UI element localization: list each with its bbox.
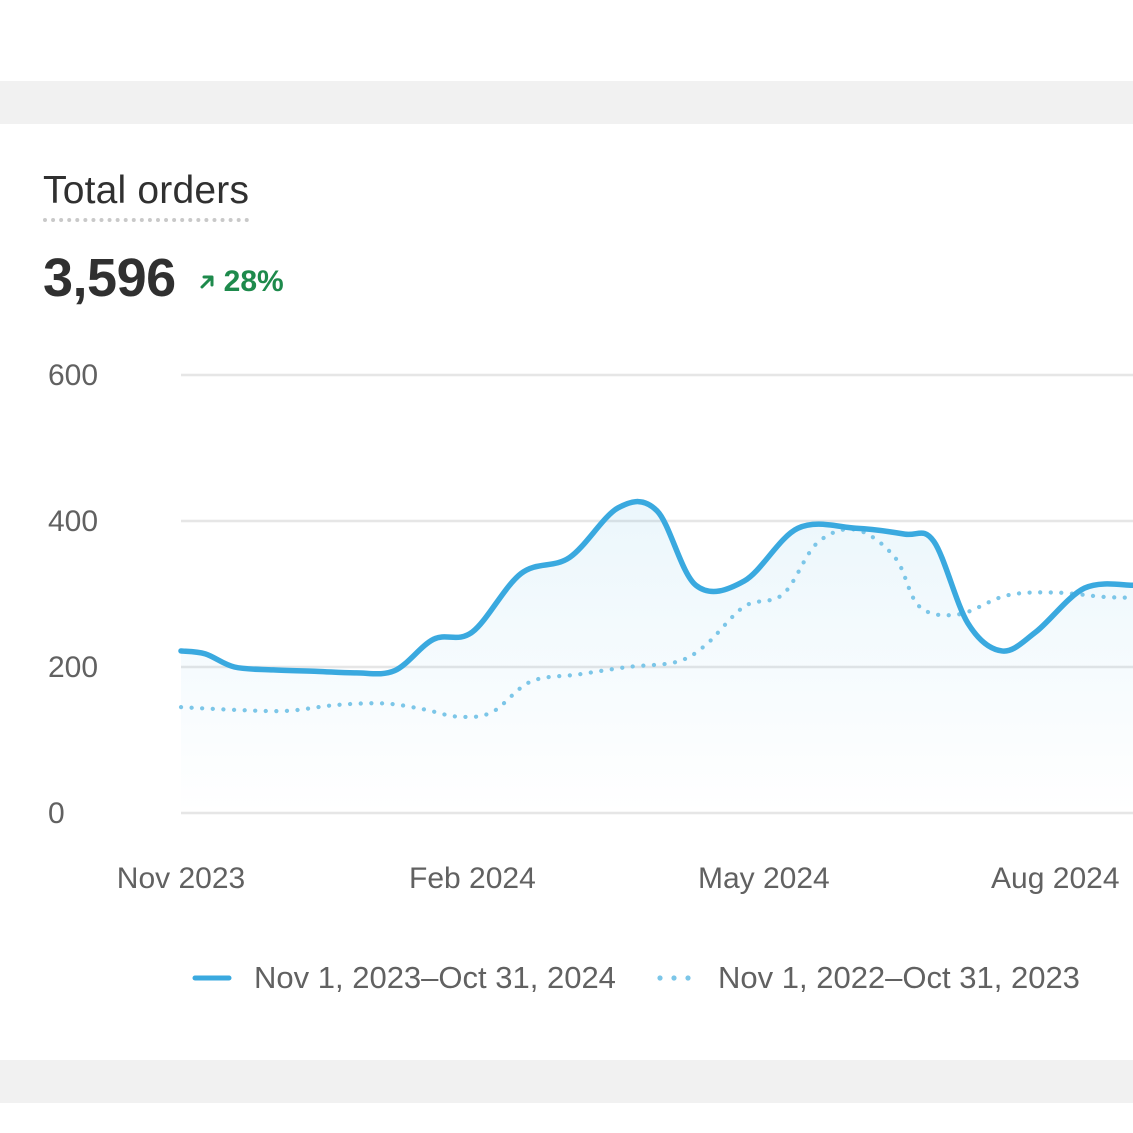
total-orders-value: 3,596 xyxy=(43,248,176,308)
change-percent: 28% xyxy=(223,265,284,298)
series-line-current-period xyxy=(178,498,1133,677)
y-tick-label: 400 xyxy=(48,505,98,538)
legend-label-current: Nov 1, 2023–Oct 31, 2024 xyxy=(254,960,616,995)
series-layer xyxy=(178,498,1133,720)
legend-item-current[interactable]: Nov 1, 2023–Oct 31, 2024 xyxy=(192,960,616,996)
legend-label-previous: Nov 1, 2022–Oct 31, 2023 xyxy=(718,960,1080,995)
total-orders-card: Total orders 3,596 28% 0 200 400 600 Nov 20… xyxy=(0,124,1133,1060)
card-title[interactable]: Total orders xyxy=(43,170,250,222)
legend-item-previous[interactable]: Nov 1, 2022–Oct 31, 2023 xyxy=(656,960,1080,996)
x-tick-label: Nov 2023 xyxy=(117,862,245,895)
y-tick-label: 600 xyxy=(48,359,98,392)
x-axis-labels: Nov 2023 Feb 2024 May 2024 Aug 2024 xyxy=(117,862,1120,895)
y-tick-label: 0 xyxy=(48,797,65,830)
series-area-0 xyxy=(181,501,1133,813)
y-tick-label: 200 xyxy=(48,651,98,684)
x-tick-label: Aug 2024 xyxy=(991,862,1119,895)
x-tick-label: Feb 2024 xyxy=(409,862,536,895)
bottom-divider-band xyxy=(0,1060,1133,1103)
x-tick-label: May 2024 xyxy=(698,862,830,895)
arrow-up-right-icon xyxy=(200,275,214,289)
series-line-previous-period xyxy=(178,527,1133,720)
solid-line-legend-icon xyxy=(192,975,232,981)
top-divider-band xyxy=(0,81,1133,124)
dotted-line-legend-icon xyxy=(657,975,691,981)
change-indicator: 28% xyxy=(198,265,284,299)
metric-row: 3,596 28% xyxy=(43,246,284,310)
area-layer xyxy=(181,501,1133,813)
orders-line-chart: 0 200 400 600 Nov 2023 Feb 2024 May 2024 Aug 2… xyxy=(48,359,1133,895)
